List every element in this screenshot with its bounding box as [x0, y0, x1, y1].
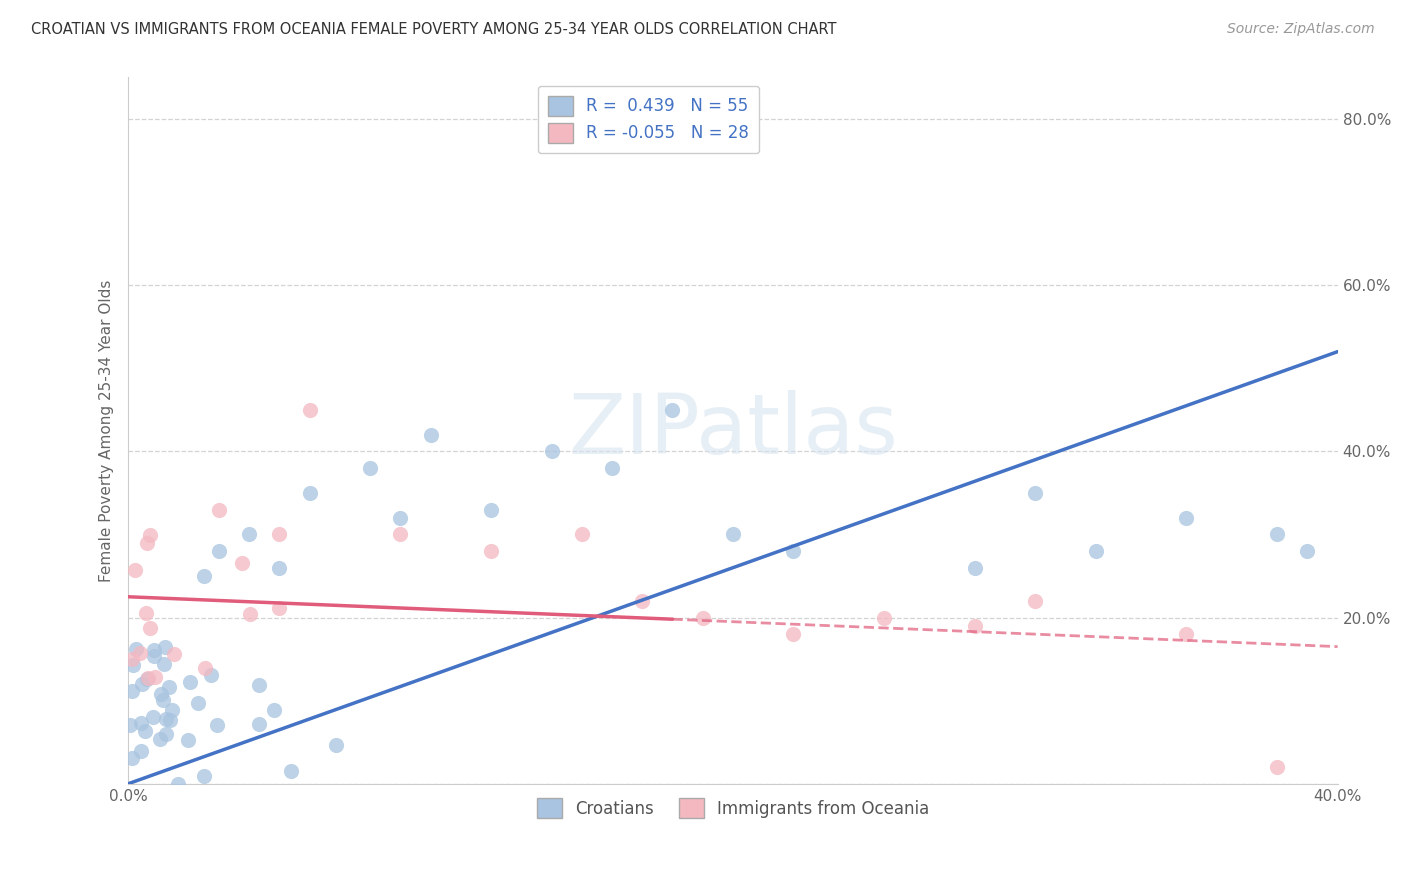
- Point: [193, 569, 215, 583]
- Point: [200, 668, 222, 682]
- Point: [121, 751, 143, 765]
- Point: [155, 712, 177, 726]
- Point: [142, 643, 165, 657]
- Point: [247, 678, 270, 692]
- Point: [359, 461, 381, 475]
- Point: [269, 560, 291, 574]
- Point: [873, 610, 896, 624]
- Point: [208, 544, 231, 558]
- Point: [142, 710, 165, 724]
- Point: [149, 732, 172, 747]
- Point: [238, 527, 260, 541]
- Point: [571, 527, 593, 541]
- Point: [963, 560, 986, 574]
- Point: [280, 764, 302, 778]
- Point: [661, 402, 683, 417]
- Point: [782, 627, 804, 641]
- Point: [963, 619, 986, 633]
- Text: Source: ZipAtlas.com: Source: ZipAtlas.com: [1227, 22, 1375, 37]
- Point: [129, 646, 152, 660]
- Point: [118, 718, 141, 732]
- Point: [129, 743, 152, 757]
- Point: [121, 658, 143, 673]
- Point: [1024, 594, 1046, 608]
- Point: [152, 657, 174, 671]
- Point: [298, 486, 321, 500]
- Point: [143, 648, 166, 663]
- Legend: Croatians, Immigrants from Oceania: Croatians, Immigrants from Oceania: [530, 791, 936, 825]
- Point: [692, 610, 714, 624]
- Point: [155, 727, 177, 741]
- Point: [179, 675, 201, 690]
- Point: [269, 527, 291, 541]
- Point: [247, 717, 270, 731]
- Point: [721, 527, 744, 541]
- Point: [163, 647, 186, 661]
- Point: [231, 557, 253, 571]
- Point: [205, 718, 228, 732]
- Point: [167, 776, 190, 790]
- Point: [157, 680, 180, 694]
- Point: [389, 527, 412, 541]
- Point: [145, 670, 167, 684]
- Point: [389, 511, 412, 525]
- Point: [1175, 627, 1198, 641]
- Point: [135, 606, 157, 620]
- Point: [177, 733, 200, 747]
- Point: [208, 502, 231, 516]
- Point: [298, 402, 321, 417]
- Point: [782, 544, 804, 558]
- Point: [1265, 527, 1288, 541]
- Point: [600, 461, 623, 475]
- Point: [159, 713, 181, 727]
- Point: [1265, 760, 1288, 774]
- Point: [419, 427, 441, 442]
- Point: [239, 607, 262, 622]
- Text: ZIPatlas: ZIPatlas: [568, 390, 898, 471]
- Text: CROATIAN VS IMMIGRANTS FROM OCEANIA FEMALE POVERTY AMONG 25-34 YEAR OLDS CORRELA: CROATIAN VS IMMIGRANTS FROM OCEANIA FEMA…: [31, 22, 837, 37]
- Point: [152, 693, 174, 707]
- Point: [187, 696, 209, 710]
- Point: [124, 563, 146, 577]
- Point: [153, 640, 176, 655]
- Point: [631, 594, 654, 608]
- Point: [194, 660, 217, 674]
- Y-axis label: Female Poverty Among 25-34 Year Olds: Female Poverty Among 25-34 Year Olds: [100, 279, 114, 582]
- Point: [193, 769, 215, 783]
- Point: [540, 444, 562, 458]
- Point: [269, 600, 291, 615]
- Point: [139, 621, 162, 635]
- Point: [136, 671, 159, 685]
- Point: [1024, 486, 1046, 500]
- Point: [134, 724, 156, 739]
- Point: [131, 676, 153, 690]
- Point: [1084, 544, 1107, 558]
- Point: [1175, 511, 1198, 525]
- Point: [479, 544, 502, 558]
- Point: [150, 687, 173, 701]
- Point: [125, 641, 148, 656]
- Point: [1296, 544, 1319, 558]
- Point: [121, 684, 143, 698]
- Point: [479, 502, 502, 516]
- Point: [139, 527, 162, 541]
- Point: [325, 738, 347, 752]
- Point: [135, 672, 157, 686]
- Point: [131, 716, 153, 731]
- Point: [135, 535, 157, 549]
- Point: [263, 703, 285, 717]
- Point: [121, 652, 143, 666]
- Point: [160, 703, 183, 717]
